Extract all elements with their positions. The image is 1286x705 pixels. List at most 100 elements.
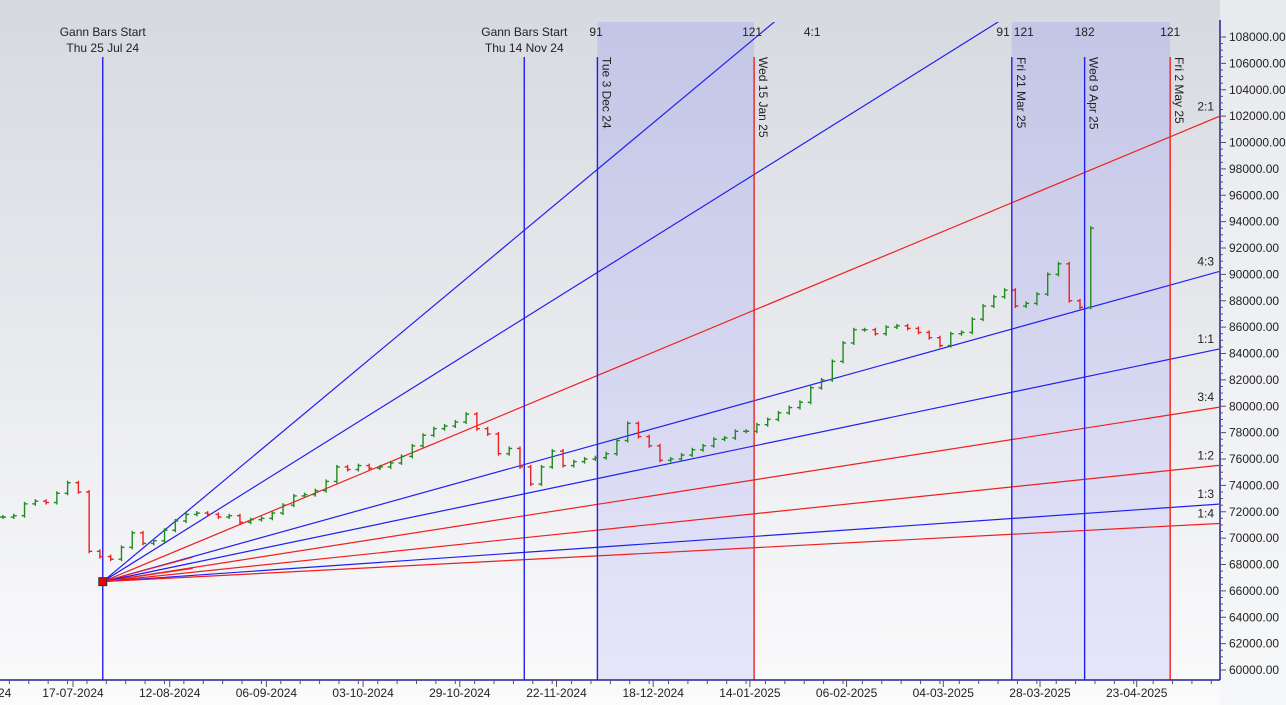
price-bar <box>441 424 448 431</box>
y-axis-tick-label: 74000.00 <box>1229 478 1279 492</box>
price-bar <box>236 513 243 525</box>
price-bar <box>624 421 631 443</box>
price-bar <box>430 426 437 438</box>
price-bar <box>721 435 728 442</box>
price-bar <box>312 488 319 497</box>
price-bar <box>958 330 965 336</box>
price-bar <box>980 304 987 322</box>
axis-background <box>1220 0 1286 705</box>
price-bar <box>96 549 103 559</box>
gann-line-4x1 <box>102 22 776 583</box>
price-bar <box>64 480 71 496</box>
x-axis-tick-label: 06-09-2024 <box>236 686 298 700</box>
gann-bars-start-title: Gann Bars Start <box>60 25 147 39</box>
gann-ratio-label: 3:4 <box>1197 390 1214 404</box>
price-bar <box>161 528 168 543</box>
price-bar <box>301 492 308 498</box>
price-bar <box>269 511 276 521</box>
x-axis-tick-label: 17-07-2024 <box>42 686 104 700</box>
y-axis-tick-label: 96000.00 <box>1229 188 1279 202</box>
price-bar <box>226 513 233 520</box>
y-axis-tick-label: 72000.00 <box>1229 505 1279 519</box>
price-bar <box>53 491 60 505</box>
price-bar <box>570 459 577 468</box>
gann-ratio-label: 1:2 <box>1197 448 1214 462</box>
price-bar <box>75 480 82 494</box>
price-bar <box>32 499 39 506</box>
gann-fan <box>102 22 1219 583</box>
y-axis-tick-label: 86000.00 <box>1229 320 1279 334</box>
gann-line-2x1 <box>102 115 1219 583</box>
price-bar <box>376 464 383 471</box>
cycle-regions <box>597 22 1171 680</box>
price-bar <box>495 431 502 456</box>
price-bar <box>603 451 610 460</box>
y-axis[interactable]: 60000.00 62000.00 64000.00 66000.00 68000.00… <box>1219 20 1286 680</box>
price-bar <box>484 426 491 436</box>
price-bar <box>549 449 556 469</box>
price-bar <box>796 400 803 410</box>
x-axis-tick-label: 14-01-2025 <box>719 686 781 700</box>
cycle-count-label: 121 <box>1014 25 1034 39</box>
y-axis-tick-label: 90000.00 <box>1229 267 1279 281</box>
x-axis-tick-label: 22-11-2024 <box>526 686 587 700</box>
y-axis-tick-label: 82000.00 <box>1229 373 1279 387</box>
y-axis-tick-label: 94000.00 <box>1229 215 1279 229</box>
price-bar <box>1077 298 1083 310</box>
price-bar <box>926 330 933 340</box>
price-bar <box>560 449 567 468</box>
price-bar <box>1023 301 1030 309</box>
gann-ratio-label: 4:3 <box>1197 255 1214 269</box>
price-bar <box>463 412 470 425</box>
price-bar <box>183 512 190 523</box>
price-bar <box>538 464 545 487</box>
gann-line-1x2 <box>102 464 1219 583</box>
price-bar <box>1044 272 1051 297</box>
gann-line-1x1 <box>102 348 1219 583</box>
gann-stub-line <box>102 556 193 583</box>
price-bar <box>829 359 836 382</box>
price-bar <box>667 457 674 463</box>
y-axis-tick-label: 68000.00 <box>1229 558 1279 572</box>
price-bar <box>1087 226 1094 310</box>
price-bar <box>150 538 157 546</box>
y-axis-tick-label: 98000.00 <box>1229 162 1279 176</box>
price-bar <box>333 464 340 484</box>
price-bar <box>204 511 211 517</box>
vertical-lines <box>102 57 1171 680</box>
gann-bars-start-date: Thu 14 Nov 24 <box>485 41 564 55</box>
x-axis-tick-label: 24 <box>0 686 12 700</box>
price-bar <box>840 340 847 364</box>
cycle-date-label: Wed 9 Apr 25 <box>1087 57 1101 130</box>
gann-line-4x3 <box>102 270 1219 583</box>
price-bar <box>743 429 750 434</box>
price-bar <box>527 464 534 487</box>
price-bar <box>473 412 480 431</box>
cycle-count-label: 91 <box>589 25 603 39</box>
y-axis-tick-label: 64000.00 <box>1229 610 1279 624</box>
price-bar <box>990 294 997 309</box>
price-bar <box>172 519 179 533</box>
x-axis-tick-label: 18-12-2024 <box>623 686 685 700</box>
price-bar <box>850 327 857 345</box>
price-bar <box>893 323 900 330</box>
price-bar <box>947 331 954 348</box>
y-axis-tick-label: 62000.00 <box>1229 637 1279 651</box>
cycle-count-label: 182 <box>1075 25 1095 39</box>
x-axis[interactable]: 24 17-07-2024 12-08-2024 06-09-2024 03-10-20… <box>0 679 1220 700</box>
gann-pivot-marker <box>98 577 108 587</box>
price-bar <box>43 499 50 505</box>
gann-stub-line <box>102 562 193 583</box>
price-bar <box>506 446 513 456</box>
x-axis-tick-label: 06-02-2025 <box>816 686 878 700</box>
cycle-region <box>1011 22 1171 680</box>
cycle-count-label: 91 <box>996 25 1010 39</box>
price-bars <box>0 226 1094 562</box>
x-axis-tick-label: 28-03-2025 <box>1009 686 1071 700</box>
y-axis-tick-label: 66000.00 <box>1229 584 1279 598</box>
cycle-region <box>597 22 755 680</box>
price-bar <box>1012 288 1019 309</box>
price-bar <box>215 512 222 520</box>
price-bar <box>883 325 890 336</box>
